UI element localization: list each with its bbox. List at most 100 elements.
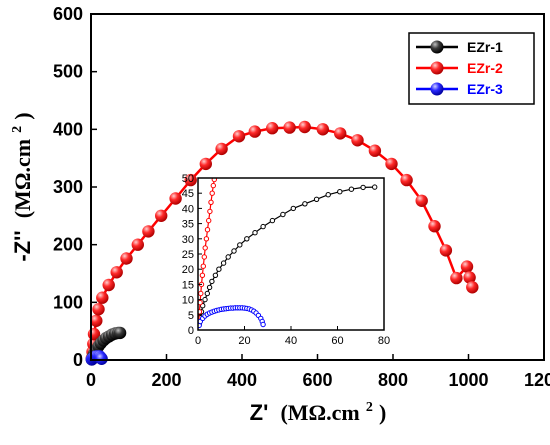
inset-x-tick-label: 60 bbox=[331, 335, 343, 347]
inset-data-point bbox=[220, 260, 227, 266]
main-data-point bbox=[155, 209, 168, 222]
main-data-point bbox=[248, 125, 261, 138]
inset-data-point bbox=[204, 290, 211, 297]
main-data-point bbox=[232, 130, 246, 143]
inset-data-point bbox=[231, 248, 237, 254]
inset-data-point bbox=[203, 236, 210, 242]
y-axis-title-unit: (MΩ.cm bbox=[10, 139, 35, 218]
x-axis-title-close: ) bbox=[379, 400, 386, 425]
y-axis-title-exponent: 2 bbox=[10, 126, 25, 133]
inset-data-point bbox=[208, 199, 214, 206]
main-data-point bbox=[95, 352, 108, 365]
inset-data-point bbox=[200, 263, 207, 269]
inset-data-point bbox=[199, 272, 206, 278]
inset-data-point bbox=[252, 230, 258, 236]
main-data-point bbox=[266, 122, 279, 135]
inset-data-point bbox=[216, 266, 222, 272]
legend-marker bbox=[430, 40, 444, 54]
inset-data-point bbox=[198, 309, 203, 315]
inset-data-point bbox=[348, 186, 355, 192]
main-y-tick-label: 400 bbox=[53, 119, 83, 139]
main-data-point bbox=[385, 157, 398, 171]
main-data-point bbox=[90, 314, 103, 327]
inset-x-tick-label: 20 bbox=[238, 335, 250, 347]
x-axis-title: Z' (MΩ.cm 2 ) bbox=[250, 391, 387, 425]
main-data-point bbox=[92, 303, 105, 316]
main-y-tick-label: 600 bbox=[53, 4, 83, 24]
main-data-point bbox=[110, 266, 123, 279]
main-data-point bbox=[283, 121, 296, 134]
inset-data-point bbox=[302, 201, 308, 207]
main-data-point bbox=[215, 142, 228, 156]
inset-data-point bbox=[325, 192, 331, 198]
inset-series-ezr-3 bbox=[198, 305, 266, 329]
main-data-point bbox=[96, 291, 109, 304]
x-axis-title-symbol: Z' bbox=[250, 400, 269, 425]
main-data-point bbox=[450, 271, 463, 285]
inset-y-tick-label: 15 bbox=[182, 279, 194, 291]
legend-label: EZr-1 bbox=[467, 39, 503, 55]
main-x-tick-label: 600 bbox=[302, 370, 332, 390]
legend: EZr-1 EZr-2 EZr-3 bbox=[408, 32, 535, 105]
inset-data-point bbox=[198, 290, 204, 297]
main-data-point bbox=[316, 123, 329, 136]
main-data-point bbox=[199, 157, 212, 171]
main-data-point bbox=[415, 194, 428, 207]
y-axis-title: -Z'' (MΩ.cm 2 ) bbox=[1, 112, 35, 261]
inset-y-axis: 0 5 10 15 20 25 30 35 40 45 50 bbox=[182, 173, 202, 337]
inset-x-tick-label: 40 bbox=[285, 335, 297, 347]
main-data-point bbox=[102, 278, 115, 292]
main-data-point bbox=[120, 252, 133, 265]
main-data-point bbox=[142, 225, 155, 238]
legend-label: EZr-2 bbox=[467, 60, 503, 76]
legend-item-ezr-1: EZr-1 bbox=[416, 39, 503, 55]
inset-data-point bbox=[198, 299, 203, 306]
main-y-tick-label: 0 bbox=[73, 350, 83, 370]
main-data-point bbox=[334, 127, 347, 140]
main-x-tick-label: 800 bbox=[378, 370, 408, 390]
legend-label: EZr-3 bbox=[467, 81, 503, 97]
inset-data-point bbox=[372, 184, 378, 190]
main-y-tick-label: 100 bbox=[53, 292, 83, 312]
inset-data-point bbox=[237, 242, 243, 248]
main-data-point bbox=[184, 173, 197, 187]
inset-plot-background bbox=[198, 178, 384, 330]
main-y-tick-label: 200 bbox=[53, 235, 83, 255]
main-data-point bbox=[460, 260, 474, 273]
main-data-point bbox=[368, 144, 382, 157]
legend-item-ezr-3: EZr-3 bbox=[416, 81, 503, 97]
inset-data-point bbox=[209, 278, 215, 285]
inset-data-point bbox=[280, 211, 286, 218]
y-axis-title-close: ) bbox=[10, 112, 35, 119]
inset-data-point bbox=[210, 182, 217, 189]
inset-x-tick-label: 80 bbox=[378, 335, 390, 347]
main-x-tick-label: 0 bbox=[86, 370, 96, 390]
main-x-tick-label: 200 bbox=[151, 370, 181, 390]
main-y-tick-label: 500 bbox=[53, 62, 83, 82]
inset-plot-series bbox=[198, 178, 378, 329]
inset-data-point bbox=[209, 190, 215, 196]
inset-data-point bbox=[206, 284, 213, 291]
inset-series-ezr-2 bbox=[198, 178, 217, 324]
main-y-tick-label: 300 bbox=[53, 177, 83, 197]
main-data-point bbox=[428, 220, 441, 233]
main-plot-series bbox=[85, 120, 479, 366]
inset-y-tick-label: 20 bbox=[182, 264, 194, 276]
x-axis-title-exponent: 2 bbox=[366, 400, 373, 415]
inset-y-tick-label: 40 bbox=[182, 203, 194, 215]
inset-y-tick-label: 10 bbox=[182, 295, 194, 307]
main-x-tick-label: 1000 bbox=[448, 370, 488, 390]
inset-y-tick-label: 25 bbox=[182, 249, 194, 261]
inset-x-tick-label: 0 bbox=[195, 335, 201, 347]
inset-y-tick-label: 35 bbox=[182, 219, 194, 231]
inset-data-point bbox=[290, 205, 296, 212]
inset-data-point bbox=[260, 321, 266, 328]
inset-y-tick-label: 45 bbox=[182, 188, 194, 200]
inset-y-tick-label: 5 bbox=[188, 310, 194, 322]
inset-x-axis: 0 20 40 60 80 bbox=[195, 326, 390, 347]
inset-data-point bbox=[360, 184, 366, 191]
y-axis-title-symbol: -Z'' bbox=[10, 230, 35, 261]
